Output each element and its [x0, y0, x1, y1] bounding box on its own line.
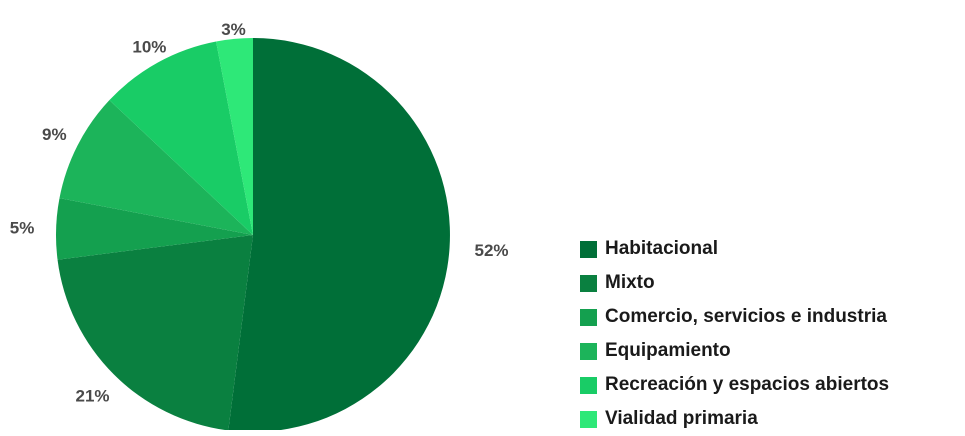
legend-label: Mixto: [605, 272, 655, 293]
legend-item: Recreación y espacios abiertos: [580, 368, 889, 402]
legend: Habitacional Mixto Comercio, servicios e i…: [580, 232, 889, 436]
pie-slice-vialidad-primaria: [216, 38, 253, 235]
legend-item: Comercio, servicios e industria: [580, 300, 889, 334]
pie-label: 52%: [474, 241, 508, 260]
pie-slice-habitacional: [228, 38, 450, 430]
pie-labels: 52% 21% 5% 9% 10% 3%: [10, 20, 509, 406]
legend-item: Equipamiento: [580, 334, 889, 368]
legend-label: Recreación y espacios abiertos: [605, 374, 890, 395]
legend-swatch: [580, 240, 597, 258]
legend-swatch: [580, 274, 597, 292]
legend-swatch: [580, 410, 597, 428]
legend-swatch: [580, 376, 597, 394]
legend-label: Vialidad primaria: [605, 408, 758, 429]
legend-label: Habitacional: [605, 238, 718, 259]
pie-label: 21%: [75, 387, 109, 406]
legend-label: Comercio, servicios e industria: [605, 306, 887, 327]
pie-slice-comercio-servicios-e-industria: [55, 198, 253, 260]
pie-label: 10%: [132, 38, 166, 57]
pie-slice-recreacion-y-espacios-abiertos: [109, 41, 253, 235]
pie-slices: [55, 38, 450, 430]
legend-item: Vialidad primaria: [580, 402, 889, 436]
legend-swatch: [580, 308, 597, 326]
legend-swatch: [580, 342, 597, 360]
pie-label: 5%: [10, 219, 35, 238]
pie-label: 9%: [42, 125, 67, 144]
pie-label: 3%: [221, 20, 246, 39]
pie-slice-equipamiento: [59, 100, 253, 235]
legend-label: Equipamiento: [605, 340, 731, 361]
legend-item: Habitacional: [580, 232, 889, 266]
pie-slice-mixto: [57, 235, 253, 430]
legend-item: Mixto: [580, 266, 889, 300]
